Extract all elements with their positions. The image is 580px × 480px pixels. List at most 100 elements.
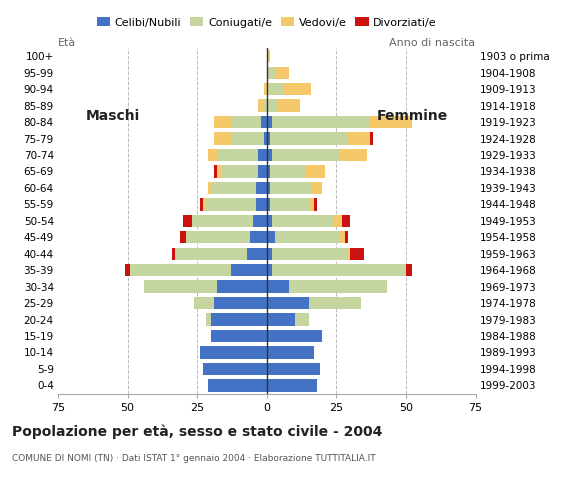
Bar (203, 363, 267, 375)
Bar (211, 182, 256, 194)
Bar (267, 248, 273, 260)
Bar (339, 149, 367, 161)
Bar (130, 264, 231, 276)
Bar (200, 198, 203, 211)
Bar (306, 165, 325, 178)
Bar (311, 182, 322, 194)
Bar (125, 264, 130, 276)
Bar (231, 264, 267, 276)
Bar (191, 215, 253, 227)
Bar (259, 149, 267, 161)
Bar (339, 231, 345, 243)
Text: Anno di nascita: Anno di nascita (390, 38, 476, 48)
Bar (214, 116, 231, 128)
Bar (180, 231, 186, 243)
Bar (275, 231, 339, 243)
Bar (267, 231, 275, 243)
Bar (267, 346, 314, 359)
Bar (250, 231, 267, 243)
Bar (284, 83, 311, 96)
Bar (247, 248, 267, 260)
Bar (222, 165, 259, 178)
Bar (267, 182, 270, 194)
Bar (273, 248, 347, 260)
Bar (175, 248, 247, 260)
Bar (208, 182, 211, 194)
Bar (200, 346, 267, 359)
Bar (259, 99, 264, 112)
Bar (270, 182, 311, 194)
Legend: Celibi/Nubili, Coniugati/e, Vedovi/e, Divorziati/e: Celibi/Nubili, Coniugati/e, Vedovi/e, Di… (92, 13, 441, 32)
Bar (214, 165, 217, 178)
Bar (267, 99, 278, 112)
Bar (183, 215, 191, 227)
Bar (214, 132, 231, 144)
Bar (309, 198, 314, 211)
Bar (211, 313, 267, 326)
Bar (267, 67, 275, 79)
Bar (231, 132, 264, 144)
Bar (270, 198, 309, 211)
Bar (205, 313, 211, 326)
Bar (217, 165, 222, 178)
Bar (267, 149, 273, 161)
Bar (342, 215, 350, 227)
Bar (295, 313, 309, 326)
Bar (208, 149, 217, 161)
Text: Età: Età (58, 38, 76, 48)
Bar (214, 297, 267, 309)
Bar (267, 297, 309, 309)
Bar (347, 248, 350, 260)
Bar (267, 198, 270, 211)
Bar (406, 264, 412, 276)
Bar (370, 116, 412, 128)
Bar (273, 116, 370, 128)
Bar (203, 198, 205, 211)
Bar (370, 132, 372, 144)
Bar (275, 67, 289, 79)
Bar (289, 280, 386, 293)
Bar (270, 165, 306, 178)
Bar (208, 379, 267, 392)
Bar (267, 330, 322, 342)
Bar (267, 215, 273, 227)
Bar (314, 198, 317, 211)
Bar (253, 215, 267, 227)
Bar (267, 50, 270, 62)
Bar (186, 231, 250, 243)
Bar (172, 248, 175, 260)
Bar (267, 116, 273, 128)
Bar (217, 280, 267, 293)
Bar (270, 132, 347, 144)
Bar (267, 264, 273, 276)
Text: Femmine: Femmine (376, 109, 448, 123)
Bar (309, 297, 361, 309)
Bar (273, 264, 406, 276)
Text: Maschi: Maschi (86, 109, 140, 123)
Bar (273, 215, 333, 227)
Bar (264, 132, 267, 144)
Bar (278, 99, 300, 112)
Bar (267, 165, 270, 178)
Bar (194, 297, 214, 309)
Bar (205, 198, 256, 211)
Text: COMUNE DI NOMI (TN) · Dati ISTAT 1° gennaio 2004 · Elaborazione TUTTITALIA.IT: COMUNE DI NOMI (TN) · Dati ISTAT 1° genn… (12, 454, 375, 463)
Bar (345, 231, 347, 243)
Bar (267, 313, 295, 326)
Bar (267, 363, 320, 375)
Bar (347, 132, 370, 144)
Bar (264, 99, 267, 112)
Bar (259, 165, 267, 178)
Bar (273, 149, 339, 161)
Bar (261, 116, 267, 128)
Bar (144, 280, 217, 293)
Bar (350, 248, 364, 260)
Bar (256, 198, 267, 211)
Bar (211, 330, 267, 342)
Bar (267, 280, 289, 293)
Bar (267, 379, 317, 392)
Bar (264, 83, 267, 96)
Bar (334, 215, 342, 227)
Bar (267, 83, 284, 96)
Bar (267, 132, 270, 144)
